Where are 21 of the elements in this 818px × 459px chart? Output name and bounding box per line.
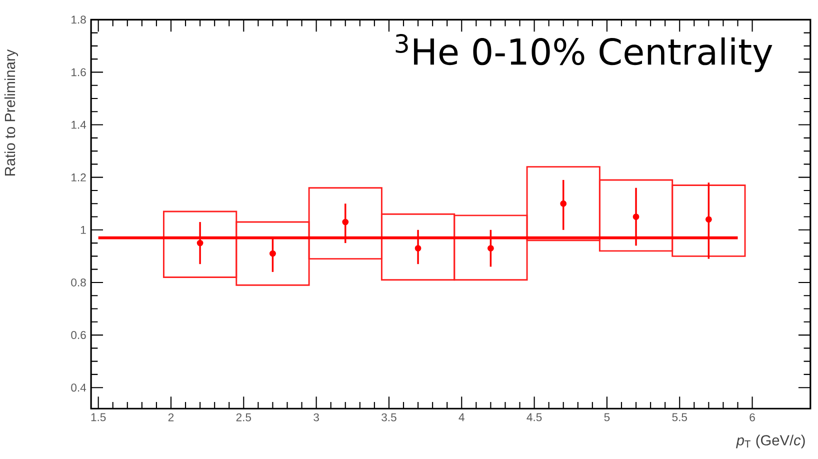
x-tick-label: 3.5 — [382, 414, 396, 422]
x-tick-label: 2 — [168, 414, 174, 422]
x-tick-label: 4 — [458, 414, 464, 422]
y-tick-label: 0.4 — [71, 384, 86, 392]
chart-title: $^{3}$He 0-10% Centrality — [396, 34, 772, 72]
x-tick-label: 6 — [750, 414, 755, 422]
x-tick-label: 1.5 — [91, 414, 106, 422]
y-tick-label: 0.6 — [71, 331, 86, 340]
y-tick-label: 1.4 — [72, 121, 86, 129]
y-tick-label: 0.8 — [71, 278, 86, 287]
x-tick-label: 5.5 — [672, 414, 687, 422]
y-tick-label: 1 — [80, 226, 86, 234]
x-tick-label: 4.5 — [526, 414, 542, 422]
x-axis-title: p$_{T}$ (GeV/c) — [736, 434, 805, 449]
y-tick-label: 1.6 — [72, 68, 86, 76]
y-tick-label: 1.8 — [72, 16, 86, 24]
y-tick-label: 1.2 — [72, 174, 86, 182]
x-tick-label: 2.5 — [236, 414, 252, 422]
y-axis-title: Ratio to Preliminary — [4, 50, 18, 176]
x-tick-label: 5 — [604, 414, 610, 422]
x-tick-label: 3 — [314, 414, 319, 422]
